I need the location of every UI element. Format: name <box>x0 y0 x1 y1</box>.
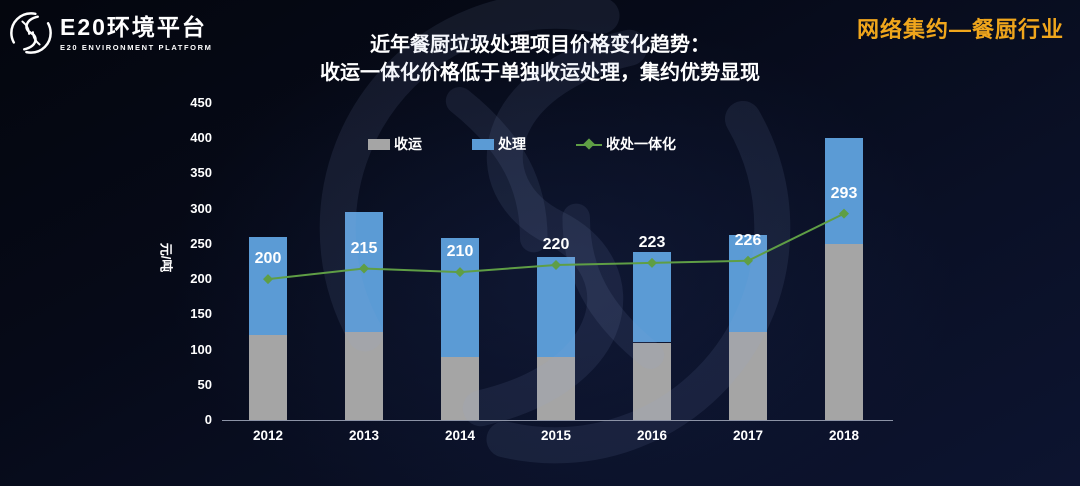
logo-text: E20环境平台 E20 ENVIRONMENT PLATFORM <box>60 14 212 52</box>
legend-swatch-gray <box>368 138 390 150</box>
e20-swirl-logo-icon <box>10 12 52 54</box>
legend-label: 收处一体化 <box>606 136 676 152</box>
y-axis-tick-label: 200 <box>190 271 212 287</box>
chart-title-line1: 近年餐厨垃圾处理项目价格变化趋势： <box>370 34 710 56</box>
line-value-label: 200 <box>254 250 282 268</box>
line-value-label: 293 <box>830 184 858 202</box>
chart-title-line2: 收运一体化价格低于单独收运处理，集约优势显现 <box>320 62 760 84</box>
bar-segment-chuli-2015 <box>537 256 575 357</box>
chart-legend: 收运 处理 收处一体化 <box>368 134 676 154</box>
y-axis-tick-label: 150 <box>190 306 212 322</box>
y-axis-tick-label: 400 <box>190 130 212 146</box>
bar-segment-shouyun-2015 <box>537 356 575 420</box>
legend-label: 收运 <box>394 136 422 152</box>
x-axis-label-2014: 2014 <box>444 428 476 443</box>
line-value-label: 226 <box>734 231 762 249</box>
corner-tag: 网络集约—餐厨行业 <box>856 17 1064 42</box>
y-axis-tick-label: 50 <box>197 376 212 392</box>
y-axis-tick-label: 350 <box>190 165 212 181</box>
legend-item-shouyun: 收运 <box>368 134 422 154</box>
y-axis-tick-label: 450 <box>190 95 212 110</box>
x-axis-label-2012: 2012 <box>252 428 284 443</box>
legend-item-shouchuyitihua: 收处一体化 <box>576 134 676 154</box>
bar-segment-shouyun-2014 <box>441 356 479 420</box>
bar-segment-chuli-2013 <box>345 212 383 332</box>
bar-segment-shouyun-2017 <box>729 331 767 420</box>
y-axis-tick-label: 250 <box>190 235 212 251</box>
legend-swatch-line <box>576 138 602 150</box>
bar-segment-chuli-2016 <box>633 252 671 343</box>
x-axis-label-2013: 2013 <box>348 428 380 443</box>
logo-subtitle: E20 ENVIRONMENT PLATFORM <box>60 43 213 52</box>
logo-title: E20环境平台 <box>60 14 207 40</box>
line-value-label: 215 <box>350 239 378 257</box>
legend-label: 处理 <box>498 136 526 152</box>
legend-swatch-blue <box>472 138 494 150</box>
bar-segment-shouyun-2018 <box>825 243 863 420</box>
bar-segment-shouyun-2016 <box>633 342 671 420</box>
line-value-label: 220 <box>542 236 570 254</box>
bar-segment-shouyun-2012 <box>249 335 287 420</box>
x-axis-label-2018: 2018 <box>828 428 860 443</box>
x-axis-label-2015: 2015 <box>540 428 572 443</box>
y-axis-tick-label: 0 <box>204 412 212 427</box>
y-axis-tick-label: 300 <box>190 200 212 216</box>
bar-segment-chuli-2017 <box>729 235 767 332</box>
bar-segment-shouyun-2013 <box>345 331 383 420</box>
line-value-label: 223 <box>638 233 666 251</box>
x-axis-line <box>222 420 893 421</box>
y-axis-tick-label: 100 <box>190 341 212 357</box>
legend-item-chuli: 处理 <box>472 134 526 154</box>
e20-logo: E20环境平台 E20 ENVIRONMENT PLATFORM <box>8 10 212 56</box>
x-axis-label-2016: 2016 <box>636 428 668 443</box>
chart-title: 近年餐厨垃圾处理项目价格变化趋势： 收运一体化价格低于单独收运处理，集约优势显现 <box>0 31 1080 87</box>
y-axis-title: 元/吨 <box>158 242 174 273</box>
x-axis-label-2017: 2017 <box>732 428 764 443</box>
line-value-label: 210 <box>446 243 474 261</box>
